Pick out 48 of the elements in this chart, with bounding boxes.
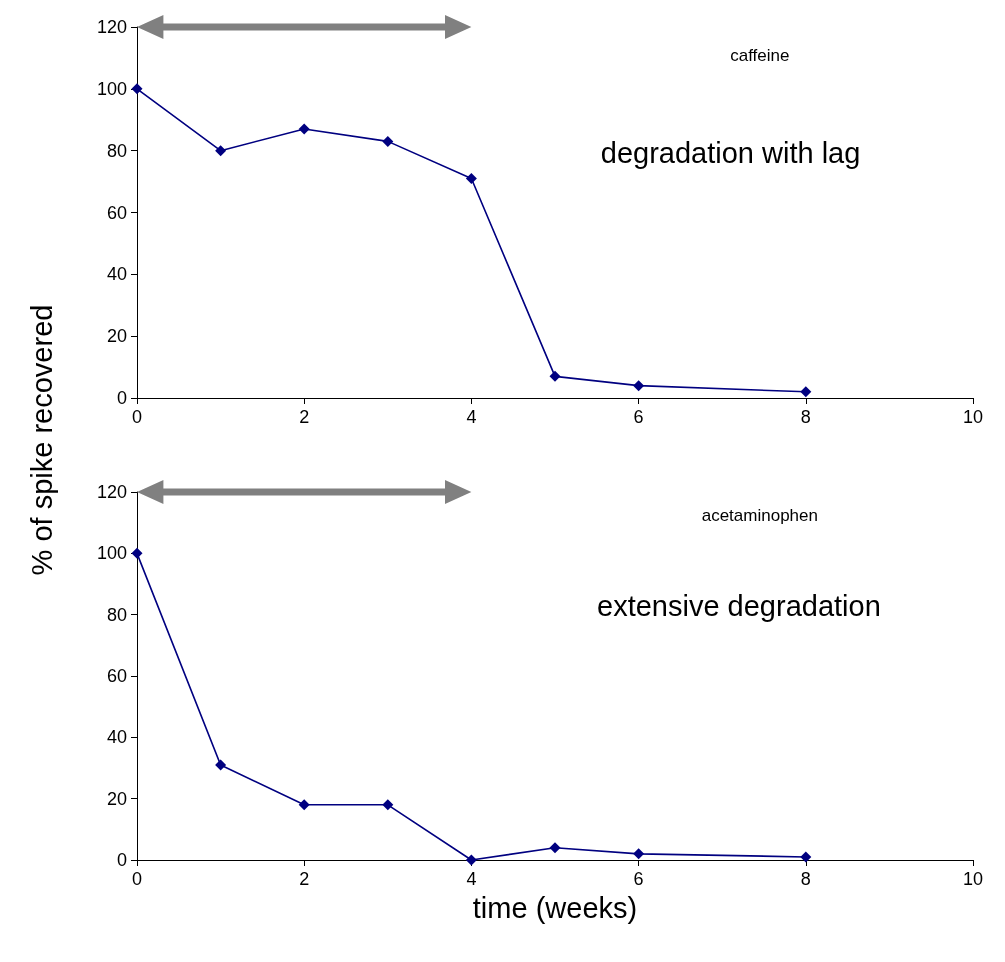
y-tick-label: 80: [106, 604, 127, 625]
point: [298, 123, 310, 135]
point: [800, 851, 812, 863]
y-tick-label: 20: [106, 326, 127, 347]
annotation: extensive degradation: [597, 589, 881, 622]
annotation: degradation with lag: [600, 136, 861, 169]
point: [382, 135, 394, 147]
y-tick-label: 100: [96, 78, 127, 99]
x-tick-label: 8: [800, 407, 811, 427]
y-tick-label: 120: [96, 482, 127, 502]
point: [131, 547, 143, 559]
point: [549, 370, 561, 382]
y-axis-title: % of spike recovered: [25, 304, 59, 576]
point: [215, 759, 227, 771]
x-tick-label: 0: [131, 407, 143, 427]
x-tick-label: 4: [466, 869, 477, 889]
x-tick-label: 10: [962, 407, 984, 427]
x-tick-label: 2: [299, 407, 310, 427]
point: [633, 380, 645, 392]
x-tick-label: 10: [962, 869, 984, 889]
point: [298, 799, 310, 811]
x-tick-label: 8: [800, 869, 811, 889]
y-tick-label: 60: [106, 666, 127, 686]
x-tick-label: 6: [633, 407, 644, 427]
point: [465, 854, 477, 866]
x-tick-label: 0: [131, 869, 143, 889]
annotation: acetaminophen: [701, 505, 818, 525]
point: [215, 145, 227, 157]
x-tick-label: 2: [299, 869, 310, 889]
x-tick-label: 4: [466, 407, 477, 427]
x-tick-label: 6: [633, 869, 644, 889]
point: [800, 386, 812, 398]
point: [131, 83, 143, 95]
y-tick-label: 100: [96, 543, 127, 564]
point: [633, 848, 645, 860]
y-tick-label: 40: [106, 727, 127, 748]
point: [465, 172, 477, 184]
y-tick-label: 120: [96, 17, 127, 37]
y-tick-label: 60: [106, 202, 127, 223]
point: [549, 842, 561, 854]
y-tick-label: 20: [106, 788, 127, 809]
annotation: caffeine: [730, 46, 790, 66]
point: [382, 799, 394, 811]
y-tick-label: 40: [106, 264, 127, 285]
y-tick-label: 0: [116, 850, 127, 870]
x-axis-title: time (weeks): [471, 892, 639, 925]
y-tick-label: 80: [106, 140, 127, 161]
y-tick-label: 0: [116, 388, 127, 408]
